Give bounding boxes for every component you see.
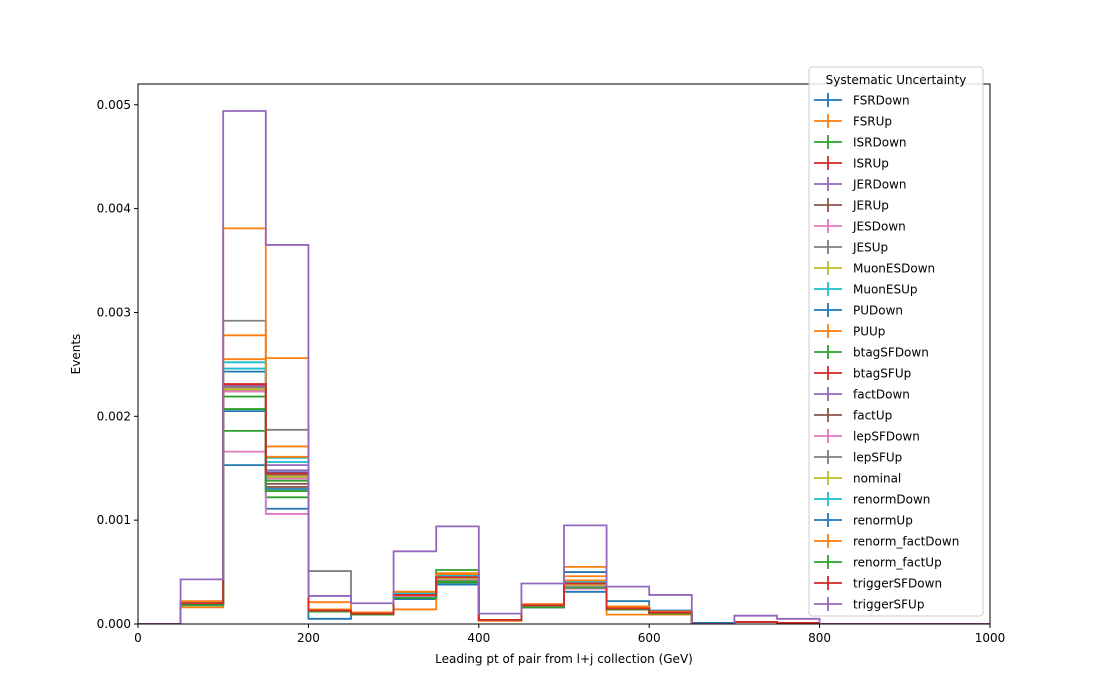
x-axis: 0 200 400 600 800 1000	[134, 624, 1005, 645]
legend-label: renormUp	[853, 514, 913, 528]
legend-item-renormUp: renormUp	[814, 513, 913, 528]
y-tick-label: 0.001	[97, 513, 131, 527]
legend-item-triggerSFUp: triggerSFUp	[814, 597, 924, 612]
legend-label: factDown	[853, 388, 910, 402]
legend-item-JESDown: JESDown	[814, 219, 906, 234]
histogram-step-triggerSFUp	[138, 110, 990, 624]
legend-label: btagSFUp	[853, 367, 911, 381]
legend-item-JERDown: JERDown	[814, 177, 906, 192]
x-tick-label: 0	[134, 631, 142, 645]
legend-item-btagSFUp: btagSFUp	[814, 366, 911, 381]
legend: Systematic Uncertainty FSRDown FSRUp ISRDo…	[808, 66, 984, 617]
legend-items: FSRDown FSRUp ISRDown ISRUp JERDown JERUp JESD…	[814, 93, 959, 612]
legend-label: nominal	[853, 472, 901, 486]
legend-item-FSRDown: FSRDown	[814, 93, 910, 108]
x-tick-label: 600	[638, 631, 661, 645]
legend-item-btagSFDown: btagSFDown	[814, 345, 929, 360]
legend-item-renormDown: renormDown	[814, 492, 930, 507]
legend-box	[808, 66, 984, 617]
x-tick-label: 400	[467, 631, 490, 645]
legend-label: ISRUp	[853, 157, 889, 171]
legend-label: lepSFDown	[853, 430, 920, 444]
legend-item-renorm_factDown: renorm_factDown	[814, 534, 959, 549]
legend-item-MuonESDown: MuonESDown	[814, 261, 935, 276]
histogram-series-layer	[138, 110, 990, 624]
x-tick-label: 800	[808, 631, 831, 645]
legend-item-factDown: factDown	[814, 387, 910, 402]
legend-label: renormDown	[853, 493, 930, 507]
x-tick-label: 200	[297, 631, 320, 645]
legend-item-FSRUp: FSRUp	[814, 114, 892, 129]
x-axis-label: Leading pt of pair from l+j collection (…	[435, 652, 693, 666]
legend-item-lepSFUp: lepSFUp	[814, 450, 902, 465]
legend-label: FSRDown	[853, 94, 910, 108]
legend-label: ISRDown	[853, 136, 907, 150]
legend-label: triggerSFUp	[853, 598, 924, 612]
y-tick-label: 0.000	[97, 617, 131, 631]
legend-item-factUp: factUp	[814, 408, 892, 423]
legend-label: JERUp	[852, 199, 889, 213]
legend-item-ISRDown: ISRDown	[814, 135, 907, 150]
legend-label: PUUp	[853, 325, 885, 339]
legend-item-MuonESUp: MuonESUp	[814, 282, 918, 297]
y-axis-label: Events	[69, 334, 83, 375]
legend-item-JERUp: JERUp	[814, 198, 889, 213]
x-tick-label: 1000	[975, 631, 1006, 645]
legend-item-lepSFDown: lepSFDown	[814, 429, 920, 444]
legend-item-triggerSFDown: triggerSFDown	[814, 576, 942, 591]
y-tick-label: 0.003	[97, 305, 131, 319]
y-tick-label: 0.002	[97, 409, 131, 423]
y-tick-label: 0.005	[97, 98, 131, 112]
y-axis: 0.000 0.001 0.002 0.003 0.004 0.005	[97, 98, 138, 631]
legend-title: Systematic Uncertainty	[826, 73, 967, 87]
legend-item-renorm_factUp: renorm_factUp	[814, 555, 942, 570]
legend-item-nominal: nominal	[814, 471, 901, 486]
legend-item-JESUp: JESUp	[814, 240, 888, 255]
legend-label: triggerSFDown	[853, 577, 942, 591]
legend-label: lepSFUp	[853, 451, 902, 465]
legend-label: renorm_factDown	[853, 535, 959, 549]
legend-item-PUUp: PUUp	[814, 324, 885, 339]
legend-label: MuonESDown	[853, 262, 935, 276]
legend-label: factUp	[853, 409, 892, 423]
legend-label: JERDown	[852, 178, 906, 192]
legend-label: MuonESUp	[853, 283, 918, 297]
y-tick-label: 0.004	[97, 202, 131, 216]
legend-label: renorm_factUp	[853, 556, 942, 570]
legend-label: btagSFDown	[853, 346, 929, 360]
legend-label: FSRUp	[853, 115, 892, 129]
plot-frame	[137, 83, 991, 625]
legend-label: PUDown	[853, 304, 903, 318]
legend-item-PUDown: PUDown	[814, 303, 903, 318]
legend-item-ISRUp: ISRUp	[814, 156, 889, 171]
legend-label: JESDown	[852, 220, 906, 234]
legend-label: JESUp	[852, 241, 888, 255]
